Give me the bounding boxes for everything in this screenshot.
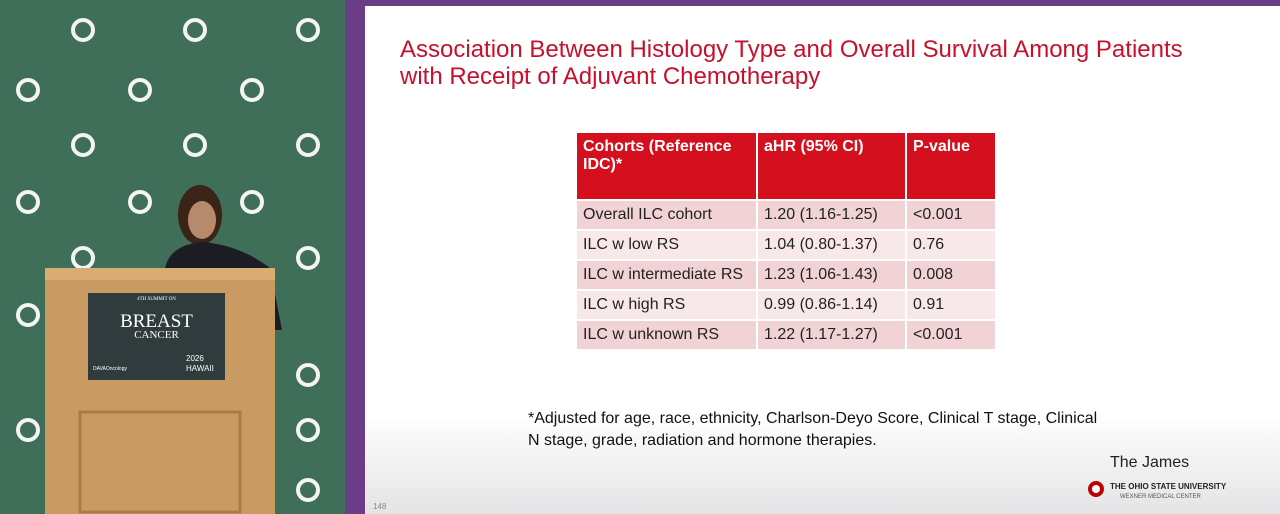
table-cell: 0.99 (0.86-1.14) bbox=[756, 289, 907, 321]
speaker-face bbox=[188, 201, 216, 239]
table-cell: ILC w unknown RS bbox=[575, 319, 758, 351]
slide: Association Between Histology Type and O… bbox=[365, 6, 1280, 514]
sign-line: CANCER bbox=[134, 329, 179, 341]
table-row: ILC w intermediate RS 1.23 (1.06-1.43) 0.0… bbox=[575, 259, 997, 291]
podium-sign bbox=[88, 293, 225, 380]
table-row: ILC w unknown RS 1.22 (1.17-1.27) <0.001 bbox=[575, 319, 997, 351]
table-row: ILC w low RS 1.04 (0.80-1.37) 0.76 bbox=[575, 229, 997, 261]
table-body: Overall ILC cohort 1.20 (1.16-1.25) <0.001… bbox=[575, 199, 997, 351]
logo-university: THE OHIO STATE UNIVERSITY bbox=[1110, 482, 1227, 491]
table-cell: ILC w high RS bbox=[575, 289, 758, 321]
table-row: ILC w high RS 0.99 (0.86-1.14) 0.91 bbox=[575, 289, 997, 321]
podium-panel bbox=[78, 410, 242, 514]
sign-year: 2026 bbox=[186, 354, 204, 363]
table-cell: 0.76 bbox=[905, 229, 997, 261]
header-cell: aHR (95% CI) bbox=[756, 131, 907, 201]
table-cell: 0.008 bbox=[905, 259, 997, 291]
table-cell: 1.04 (0.80-1.37) bbox=[756, 229, 907, 261]
video-scene bbox=[16, 18, 320, 514]
sign-line: BREAST bbox=[120, 311, 193, 332]
header-cell: Cohorts (Reference IDC)* bbox=[575, 131, 758, 201]
sign-place: HAWAII bbox=[186, 364, 214, 373]
logo-center: WEXNER MEDICAL CENTER bbox=[1120, 494, 1201, 500]
table-cell: ILC w low RS bbox=[575, 229, 758, 261]
table-cell: 1.20 (1.16-1.25) bbox=[756, 199, 907, 231]
backdrop-logos bbox=[16, 18, 320, 502]
table-cell: 1.22 (1.17-1.27) bbox=[756, 319, 907, 351]
speaker-video: 4TH SUMMIT ON BREAST CANCER DAVAOncology… bbox=[0, 0, 345, 514]
header-cell: P-value bbox=[905, 131, 997, 201]
footnote: *Adjusted for age, race, ethnicity, Char… bbox=[528, 410, 1098, 449]
podium-top bbox=[45, 268, 275, 280]
table-cell: <0.001 bbox=[905, 319, 997, 351]
table-cell: <0.001 bbox=[905, 199, 997, 231]
table-cell: Overall ILC cohort bbox=[575, 199, 758, 231]
logo-name: The James bbox=[1110, 454, 1190, 471]
slide-number: 148 bbox=[373, 502, 387, 511]
sign-line: 4TH SUMMIT ON bbox=[137, 297, 176, 302]
osu-logo bbox=[1088, 481, 1104, 497]
table-cell: 1.23 (1.06-1.43) bbox=[756, 259, 907, 291]
table-cell: 0.91 bbox=[905, 289, 997, 321]
sign-sponsor: DAVAOncology bbox=[93, 366, 127, 372]
table-cell: ILC w intermediate RS bbox=[575, 259, 758, 291]
slide-title: Association Between Histology Type and O… bbox=[400, 36, 1183, 90]
table-row: Overall ILC cohort 1.20 (1.16-1.25) <0.001 bbox=[575, 199, 997, 231]
header-row: Cohorts (Reference IDC)* aHR (95% CI) P-va… bbox=[575, 131, 997, 201]
results-table: Cohorts (Reference IDC)* aHR (95% CI) P-va… bbox=[575, 131, 997, 351]
